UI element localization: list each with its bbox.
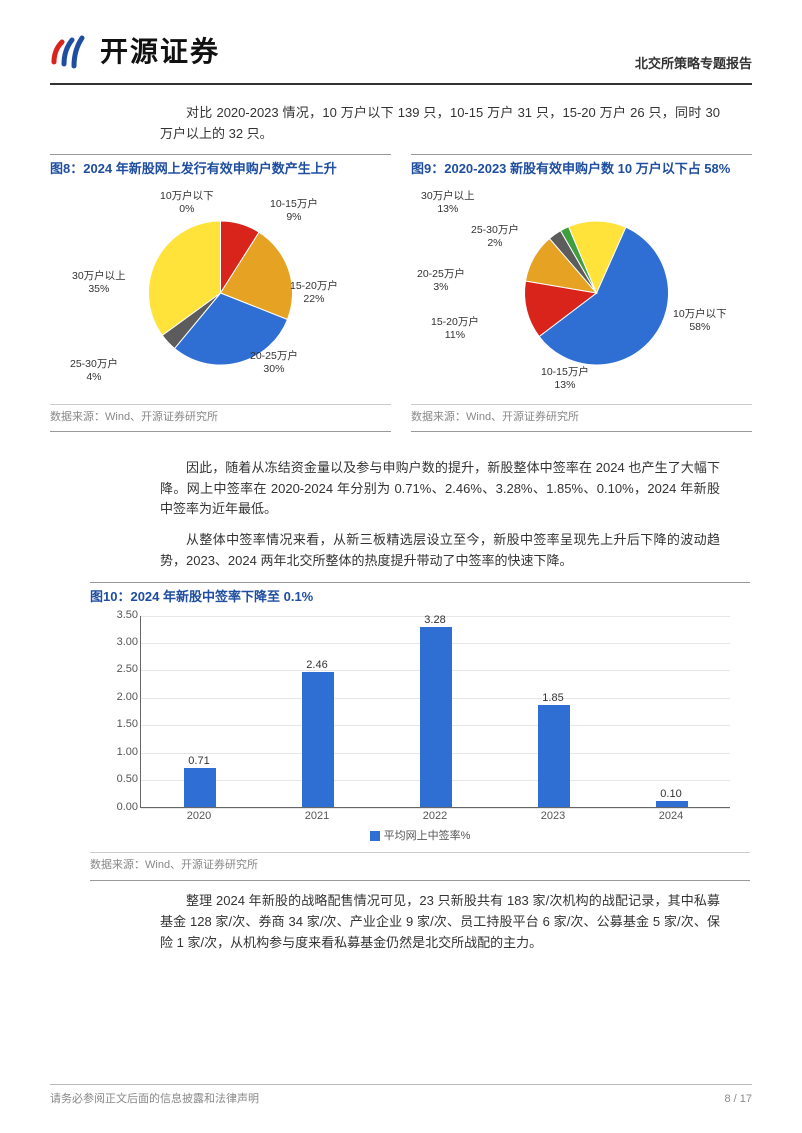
chart8-box: 图8：2024 年新股网上发行有效申购户数产生上升 10万户以下0% 10-15… <box>50 154 391 431</box>
logo-icon <box>50 32 90 72</box>
page-footer: 请务必参阅正文后面的信息披露和法律声明 8 / 17 <box>50 1084 752 1109</box>
c9-lbl-3: 20-25万户3% <box>417 268 465 293</box>
para2: 因此，随着从冻结资金量以及参与申购户数的提升，新股整体中签率在 2024 也产生… <box>160 458 720 520</box>
chart8-title: 图8：2024 年新股网上发行有效申购户数产生上升 <box>50 159 391 180</box>
c9-lbl-4: 25-30万户2% <box>471 224 519 249</box>
page-number: 8 / 17 <box>724 1091 752 1109</box>
footer-disclaimer: 请务必参阅正文后面的信息披露和法律声明 <box>50 1091 259 1109</box>
c8-lbl-1: 10-15万户9% <box>270 198 318 223</box>
c8-lbl-2: 15-20万户22% <box>290 280 338 305</box>
legend-swatch-icon <box>370 831 380 841</box>
chart10-box: 图10：2024 年新股中签率下降至 0.1% 0.000.501.001.50… <box>90 582 750 881</box>
chart10-legend: 平均网上中签率% <box>100 828 740 846</box>
page-header: 开源证券 北交所策略专题报告 <box>50 30 752 85</box>
c8-lbl-3: 20-25万户30% <box>250 350 298 375</box>
company-name: 开源证券 <box>100 30 220 75</box>
chart10-plot: 0.000.501.001.502.002.503.003.50 2020202… <box>100 616 740 846</box>
chart8-plot: 10万户以下0% 10-15万户9% 15-20万户22% 20-25万户30%… <box>50 188 391 398</box>
para3: 从整体中签率情况来看，从新三板精选层设立至今，新股中签率呈现先上升后下降的波动趋… <box>160 530 720 572</box>
c8-lbl-5: 30万户以上35% <box>72 270 126 295</box>
intro-paragraph: 对比 2020-2023 情况，10 万户以下 139 只，10-15 万户 3… <box>160 103 720 145</box>
c9-lbl-2: 15-20万户11% <box>431 316 479 341</box>
para4: 整理 2024 年新股的战略配售情况可见，23 只新股共有 183 家/次机构的… <box>160 891 720 953</box>
chart8-source: 数据来源：Wind、开源证券研究所 <box>50 404 391 427</box>
report-type: 北交所策略专题报告 <box>635 54 752 75</box>
c9-lbl-5: 30万户以上13% <box>421 190 475 215</box>
c8-lbl-4: 25-30万户4% <box>70 358 118 383</box>
chart9-plot: 10万户以下58% 10-15万户13% 15-20万户11% 20-25万户3… <box>411 188 752 398</box>
chart9-title: 图9：2020-2023 新股有效申购户数 10 万户以下占 58% <box>411 159 752 180</box>
c9-lbl-0: 10万户以下58% <box>673 308 727 333</box>
pie-charts-row: 图8：2024 年新股网上发行有效申购户数产生上升 10万户以下0% 10-15… <box>50 154 752 431</box>
chart10-source: 数据来源：Wind、开源证券研究所 <box>90 852 750 875</box>
chart10-title: 图10：2024 年新股中签率下降至 0.1% <box>90 587 750 608</box>
c9-lbl-1: 10-15万户13% <box>541 366 589 391</box>
chart9-source: 数据来源：Wind、开源证券研究所 <box>411 404 752 427</box>
company-logo: 开源证券 <box>50 30 220 75</box>
chart9-box: 图9：2020-2023 新股有效申购户数 10 万户以下占 58% 10万户以… <box>411 154 752 431</box>
c8-lbl-0: 10万户以下0% <box>160 190 214 215</box>
